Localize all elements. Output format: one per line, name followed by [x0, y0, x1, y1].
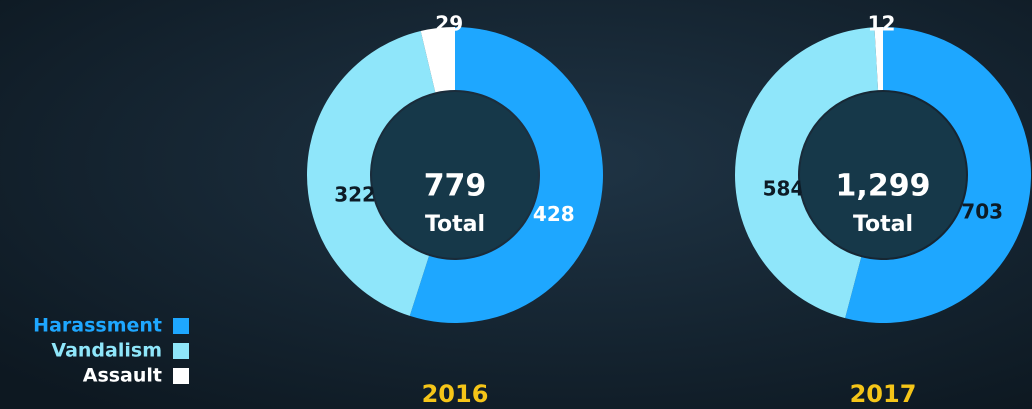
year-label: 2017: [850, 380, 917, 408]
value-label: 584: [763, 176, 805, 200]
donut-slice: [307, 31, 436, 316]
value-label: 703: [961, 199, 1003, 223]
legend-swatch: [173, 343, 189, 359]
donut-slice: [735, 27, 879, 319]
total-value: 779: [424, 169, 487, 204]
legend-label: Vandalism: [51, 340, 162, 362]
legend-swatch: [173, 368, 189, 384]
value-label: 12: [868, 12, 896, 36]
total-label: Total: [425, 212, 485, 237]
value-label: 322: [334, 183, 376, 207]
donut-slice: [845, 27, 1031, 323]
donut-center: [800, 92, 966, 258]
donut-slice: [409, 27, 603, 323]
legend-label: Assault: [83, 365, 162, 387]
legend-swatch: [173, 318, 189, 334]
total-label: Total: [853, 212, 913, 237]
donut-slice: [874, 27, 883, 91]
donut-slice: [420, 27, 455, 93]
donut-center: [372, 92, 538, 258]
value-label: 29: [435, 12, 463, 36]
legend-label: Harassment: [33, 315, 162, 337]
value-label: 428: [533, 202, 575, 226]
total-value: 1,299: [836, 169, 931, 204]
year-label: 2016: [422, 380, 489, 408]
